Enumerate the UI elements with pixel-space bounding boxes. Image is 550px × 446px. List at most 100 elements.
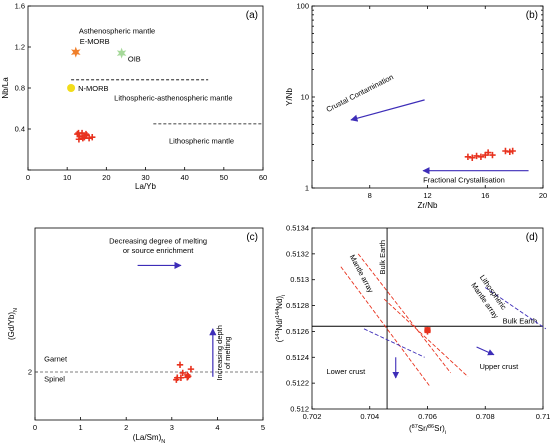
y-axis-label: Nb/La	[1, 77, 10, 99]
x-tick-label: 0	[33, 423, 37, 432]
panel-d: 0.702 0.704 0.706 0.708 0.71 0.512 0.5122 0.512…	[275, 224, 550, 437]
array-line	[484, 287, 547, 330]
y-tick-label: 0.4	[15, 125, 25, 134]
panel-label: (b)	[526, 10, 538, 21]
array-label: Lower crust	[326, 367, 366, 376]
reference-e-morb-marker	[71, 46, 81, 58]
y-tick-label: 0.5128	[286, 301, 309, 310]
data-point	[82, 130, 90, 138]
facies-label: Garnet	[44, 354, 68, 363]
panel-b: 8 12 16 20 1 10 100 (b) Zr/Nb Y/Nb Crustal Contami…	[285, 2, 547, 211]
trend-label: Crustal Contamination	[325, 72, 395, 114]
x-tick-label: 20	[539, 191, 547, 200]
plot-frame	[34, 227, 264, 421]
panel-a: 0 10 20 30 40 50 60 0.4 0.8 1.2 1.6 (a) La/Yb Nb/La As…	[1, 2, 267, 192]
bulk-earth-label: Bulk Earth	[378, 240, 387, 275]
x-tick-label: 30	[141, 173, 149, 182]
panel-label: (d)	[526, 232, 538, 243]
data-point	[179, 369, 186, 377]
data-point	[187, 365, 195, 373]
melting-label: or source enrichment	[123, 246, 194, 255]
x-tick-label: 0.71	[536, 412, 550, 421]
array-line	[363, 328, 425, 358]
y-tick-label: 0.5132	[286, 249, 309, 258]
x-axis-label: (La/Sm)N	[133, 433, 165, 445]
y-tick-label: 0.8	[15, 84, 25, 93]
bulk-earth-label: Bulk Earth	[503, 316, 538, 325]
y-tick-label: 0.512	[290, 405, 309, 414]
x-tick-label: 0.704	[360, 412, 379, 421]
data-point	[464, 153, 472, 161]
x-axis-label: (87Sr/86Sr)i	[409, 424, 446, 436]
y-tick-label: 0.513	[290, 275, 309, 284]
reference-label: E-MORB	[80, 37, 110, 46]
x-tick-label: 1	[79, 423, 83, 432]
panel-label: (c)	[246, 232, 258, 243]
x-tick-label: 8	[368, 191, 372, 200]
data-point	[184, 374, 191, 381]
panel-c: 0 1 2 3 4 5 2 (c) (La/Sm)N (Gd/Yb)N Garnet Spinel De…	[7, 227, 265, 445]
data-point	[509, 147, 516, 155]
facies-label: Spinel	[44, 375, 65, 384]
depth-label: Increasing depth	[215, 325, 224, 380]
data-point	[489, 151, 496, 159]
data-point	[469, 154, 476, 161]
y-tick-label: 0.5126	[286, 327, 309, 336]
trend-label: Fractional Crystallisation	[423, 175, 505, 184]
trend-arrow	[350, 99, 425, 122]
x-tick-label: 10	[63, 173, 71, 182]
data-point	[177, 374, 185, 381]
data-point	[75, 136, 83, 143]
x-tick-label: 4	[215, 423, 219, 432]
data-point	[473, 152, 480, 160]
data-point	[477, 153, 485, 161]
reference-label: OIB	[128, 54, 141, 63]
array-line	[340, 266, 431, 388]
data-point	[75, 129, 82, 137]
x-tick-label: 0.708	[476, 412, 495, 421]
crust-arrow	[476, 346, 495, 356]
y-tick-label: 0.5124	[286, 353, 309, 362]
region-label: Lithospheric-asthenospheric mantle	[114, 93, 232, 102]
reference-label: N-MORB	[78, 84, 108, 93]
x-tick-label: 5	[261, 423, 265, 432]
array-label: Upper crust	[479, 362, 519, 371]
y-tick-label: 10	[301, 93, 309, 102]
x-tick-label: 16	[481, 191, 489, 200]
x-tick-label: 3	[170, 423, 174, 432]
data-point	[173, 376, 180, 383]
melting-label: Decreasing degree of melting	[109, 236, 207, 245]
data-point	[89, 134, 96, 141]
data-point	[424, 328, 431, 335]
data-point	[176, 361, 184, 368]
region-label: Lithospheric mantle	[169, 136, 234, 145]
data-point	[79, 135, 87, 142]
region-label: Asthenospheric mantle	[79, 27, 155, 36]
panel-label: (a)	[246, 10, 258, 21]
x-tick-label: 0.702	[303, 412, 322, 421]
y-tick-label: 1.6	[15, 2, 25, 11]
data-point	[185, 373, 192, 380]
x-axis-label: Zr/Nb	[418, 201, 439, 210]
y-tick-label: 0.5122	[286, 379, 309, 388]
y-axis-label: Y/Nb	[285, 88, 294, 106]
y-axis-label: (Gd/Yb)N	[7, 308, 19, 340]
array-line	[357, 253, 451, 374]
y-tick-label: 2	[28, 368, 32, 377]
y-tick-label: 100	[296, 2, 309, 11]
x-axis-label: La/Yb	[135, 182, 156, 191]
y-tick-label: 1	[305, 184, 309, 193]
x-tick-label: 50	[220, 173, 228, 182]
data-point	[484, 149, 492, 156]
data-point	[85, 135, 93, 142]
array-label: Mantle array	[348, 253, 376, 294]
x-tick-label: 2	[124, 423, 128, 432]
reference-n-morb-marker	[67, 84, 76, 92]
x-tick-label: 12	[423, 191, 431, 200]
x-tick-label: 20	[102, 173, 110, 182]
reference-oib-marker	[116, 47, 127, 59]
array-line	[383, 298, 469, 378]
y-axis-label: (143Nd/144Nd)i	[275, 295, 287, 343]
x-tick-label: 0	[26, 173, 30, 182]
